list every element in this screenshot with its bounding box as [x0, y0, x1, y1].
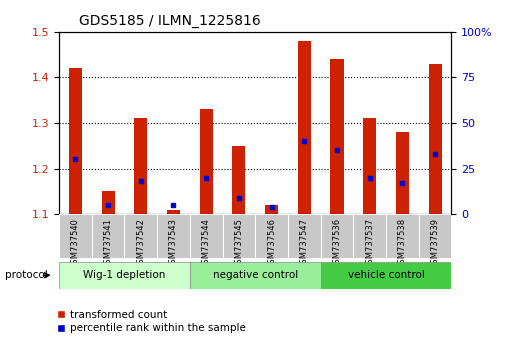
Bar — [321, 262, 451, 289]
Bar — [102, 192, 114, 214]
FancyBboxPatch shape — [92, 214, 124, 258]
Text: GSM737541: GSM737541 — [104, 218, 112, 269]
Bar — [428, 64, 442, 214]
Text: GSM737543: GSM737543 — [169, 218, 178, 269]
Bar — [167, 210, 180, 214]
Bar — [59, 262, 190, 289]
FancyBboxPatch shape — [157, 214, 190, 258]
FancyBboxPatch shape — [223, 214, 255, 258]
FancyBboxPatch shape — [386, 214, 419, 258]
Text: vehicle control: vehicle control — [348, 270, 424, 280]
Text: GSM737542: GSM737542 — [136, 218, 145, 269]
Text: GSM737540: GSM737540 — [71, 218, 80, 269]
Bar — [363, 119, 376, 214]
Bar — [69, 68, 82, 214]
Text: GSM737536: GSM737536 — [332, 218, 342, 269]
Bar — [134, 119, 147, 214]
Text: protocol: protocol — [5, 270, 48, 280]
FancyBboxPatch shape — [59, 214, 92, 258]
FancyBboxPatch shape — [419, 214, 451, 258]
Text: GSM737546: GSM737546 — [267, 218, 276, 269]
FancyBboxPatch shape — [124, 214, 157, 258]
Text: GSM737545: GSM737545 — [234, 218, 243, 269]
FancyBboxPatch shape — [288, 214, 321, 258]
Legend: transformed count, percentile rank within the sample: transformed count, percentile rank withi… — [54, 306, 250, 338]
Bar — [265, 205, 278, 214]
Text: GSM737544: GSM737544 — [202, 218, 211, 269]
Bar — [200, 109, 213, 214]
Text: GSM737547: GSM737547 — [300, 218, 309, 269]
Bar — [232, 146, 245, 214]
FancyBboxPatch shape — [353, 214, 386, 258]
Bar — [298, 41, 311, 214]
Text: GSM737538: GSM737538 — [398, 218, 407, 269]
Text: GSM737537: GSM737537 — [365, 218, 374, 269]
Text: Wig-1 depletion: Wig-1 depletion — [83, 270, 166, 280]
Bar — [330, 59, 344, 214]
Bar — [396, 132, 409, 214]
Text: GSM737539: GSM737539 — [430, 218, 440, 269]
Text: negative control: negative control — [212, 270, 298, 280]
Text: GDS5185 / ILMN_1225816: GDS5185 / ILMN_1225816 — [78, 14, 261, 28]
FancyBboxPatch shape — [190, 214, 223, 258]
FancyBboxPatch shape — [321, 214, 353, 258]
Bar — [190, 262, 321, 289]
FancyBboxPatch shape — [255, 214, 288, 258]
